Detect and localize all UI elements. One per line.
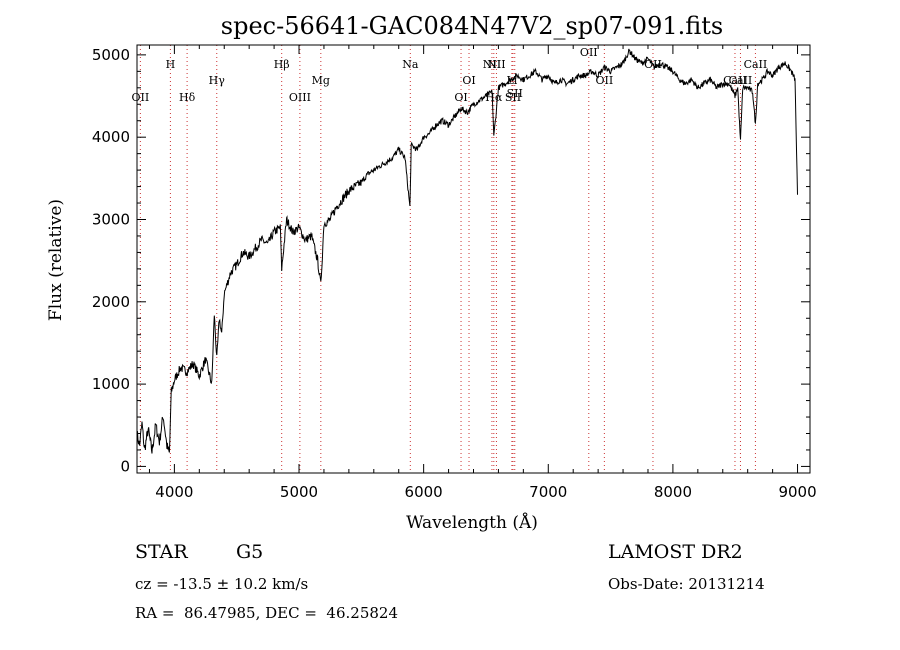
sky-coordinates: RA = 86.47985, DEC = 46.25824 (135, 604, 399, 622)
spectral-line-label: NII (487, 58, 505, 71)
survey-name: LAMOST DR2 (608, 541, 743, 563)
y-tick-label: 1000 (92, 375, 130, 393)
x-tick-label: 5000 (280, 483, 318, 501)
spectral-line-markers (139, 45, 756, 473)
observation-date: Obs-Date: 20131214 (608, 575, 765, 593)
x-tick-label: 6000 (405, 483, 443, 501)
spectral-line-label: OI (462, 74, 475, 87)
spectral-line-label: H (166, 58, 176, 71)
x-tick-label: 7000 (529, 483, 567, 501)
spectral-line-label: CaII (723, 74, 747, 87)
x-axis-label: Wavelength (Å) (406, 512, 538, 533)
y-tick-label: 2000 (92, 293, 130, 311)
y-axis-label: Flux (relative) (46, 199, 66, 321)
spectral-line-label: Hγ (209, 74, 226, 87)
object-class: STAR (135, 541, 188, 563)
spectral-line-label: Hδ (179, 91, 196, 104)
y-tick-label: 5000 (92, 46, 130, 64)
y-tick-label: 3000 (92, 210, 130, 228)
x-axis-ticks: 4000 5000 6000 7000 8000 9000 (148, 45, 817, 501)
spectral-line-label: CaII (729, 74, 753, 87)
x-tick-label: 9000 (778, 483, 816, 501)
spectral-line-label: SII (505, 91, 521, 104)
spectral-line-labels: OIIHHδHγHβOIIIMgNaOIOINIIHαNIISIISIILiOI… (132, 46, 768, 104)
object-subclass: G5 (236, 541, 264, 563)
spectral-line-label: OII (596, 74, 614, 87)
spectral-line-label: Mg (312, 74, 330, 87)
spectrum-series-line (136, 48, 798, 454)
y-axis-ticks: 0 1000 2000 3000 4000 5000 (92, 46, 810, 475)
spectral-line-label: OIII (289, 91, 311, 104)
x-tick-label: 4000 (155, 483, 193, 501)
chart-title: spec-56641-GAC084N47V2_sp07-091.fits (221, 12, 723, 40)
y-tick-label: 0 (120, 457, 130, 475)
spectral-line-label: OII (132, 91, 150, 104)
spectral-line-label: OII (580, 46, 598, 59)
spectral-line-label: Na (402, 58, 419, 71)
spectral-line-label: CaII (744, 58, 768, 71)
spectral-line-label: SII (507, 87, 523, 100)
spectral-line-label: NII (483, 58, 501, 71)
redshift-velocity: cz = -13.5 ± 10.2 km/s (135, 575, 309, 593)
spectral-line-label: OI (454, 91, 467, 104)
plot-frame (136, 44, 811, 474)
x-tick-label: 8000 (654, 483, 692, 501)
spectral-line-label: Hβ (274, 58, 290, 71)
y-tick-label: 4000 (92, 128, 130, 146)
